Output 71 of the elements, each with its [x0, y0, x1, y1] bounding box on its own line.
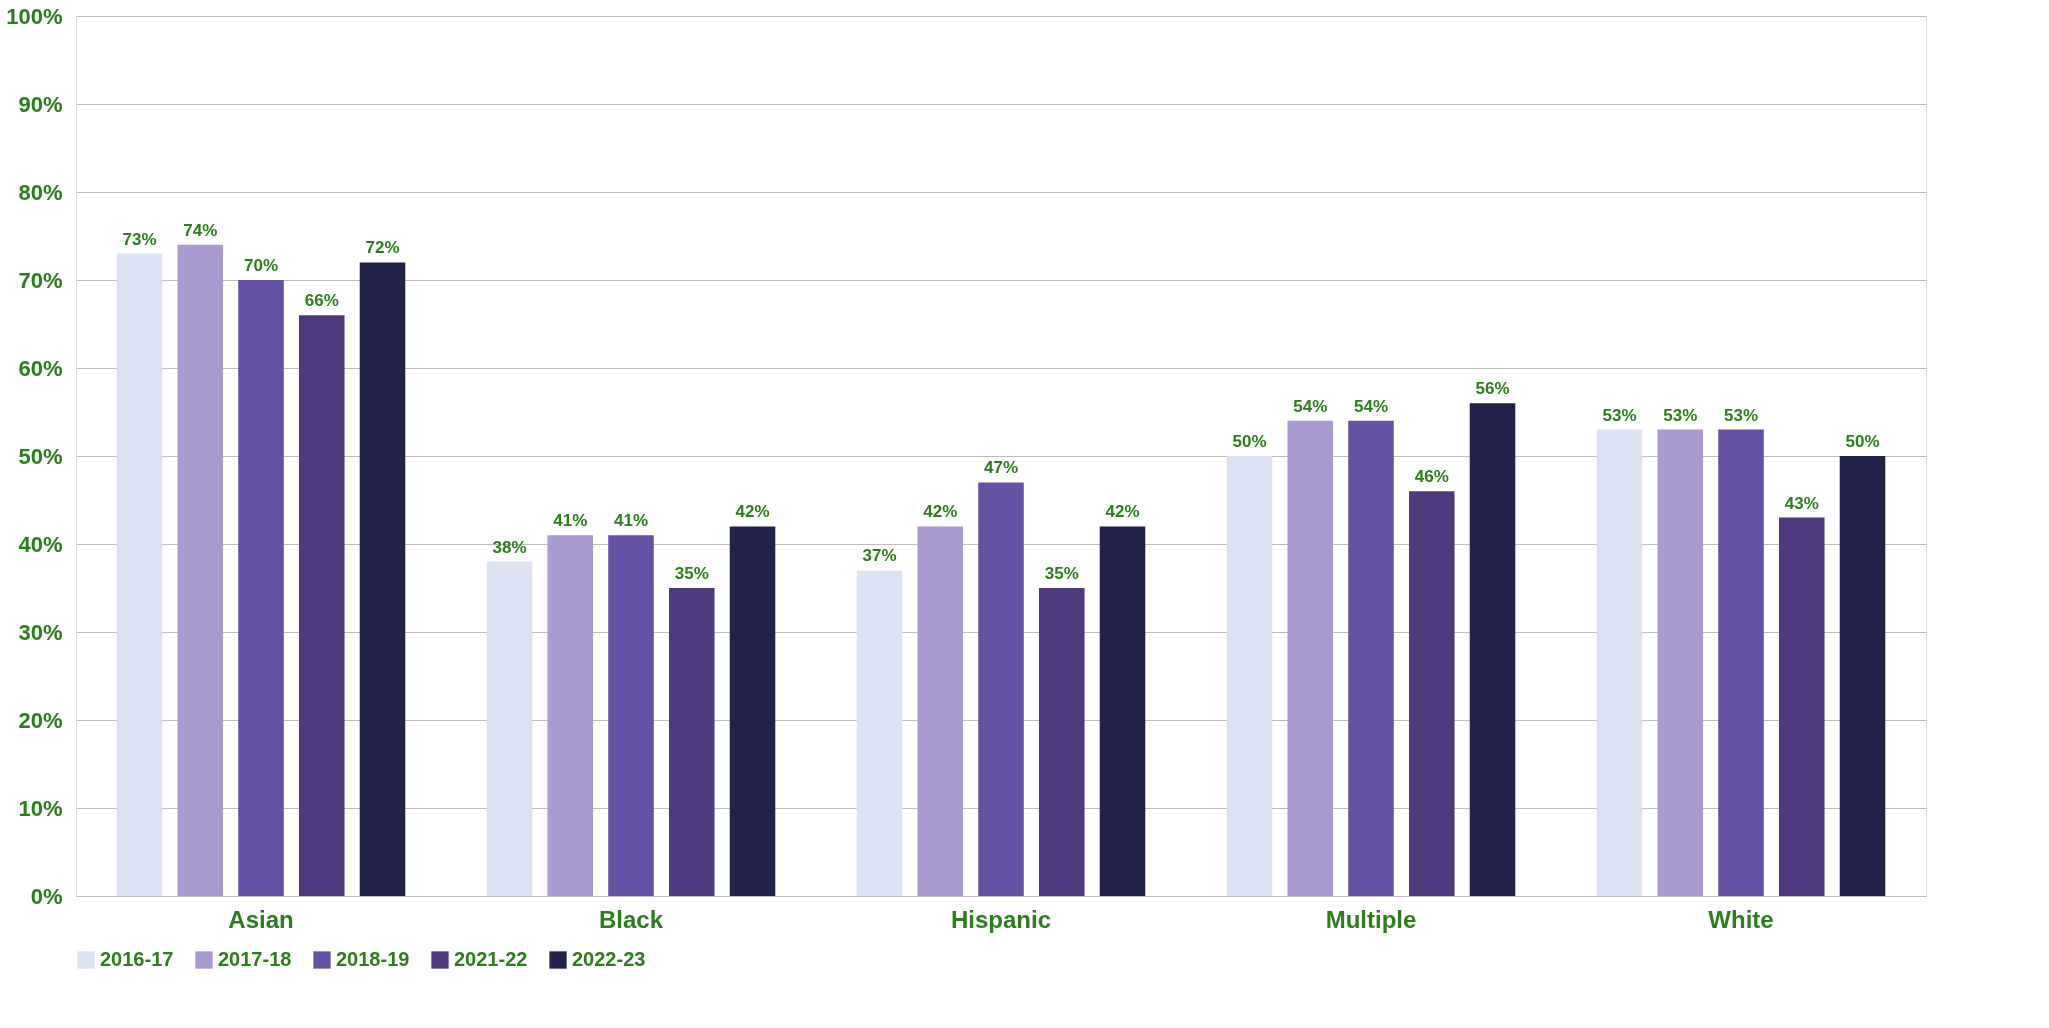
- y-tick-label: 60%: [18, 355, 63, 381]
- bar: [978, 482, 1024, 896]
- bar: [1038, 588, 1085, 896]
- data-label: 46%: [1414, 467, 1449, 487]
- data-label: 72%: [365, 238, 400, 258]
- bar: [1099, 526, 1146, 896]
- data-label: 53%: [1723, 405, 1759, 425]
- data-label: 37%: [862, 546, 897, 566]
- data-label: 42%: [923, 502, 958, 522]
- data-label: 41%: [613, 511, 649, 531]
- bar: [1596, 429, 1643, 896]
- y-tick-label: 0%: [30, 883, 63, 909]
- data-label: 41%: [553, 511, 588, 531]
- legend-label: 2016-17: [100, 948, 174, 970]
- data-label: 56%: [1475, 379, 1510, 399]
- bar: [1657, 429, 1704, 896]
- data-label: 42%: [1105, 502, 1140, 522]
- bar: [668, 588, 715, 896]
- x-tick-label: White: [1708, 905, 1774, 933]
- bar: [486, 561, 533, 896]
- y-tick-label: 50%: [18, 443, 63, 469]
- bar: [1408, 491, 1455, 896]
- legend-label: 2022-23: [572, 948, 646, 970]
- data-label: 54%: [1293, 396, 1328, 416]
- bar: [1778, 517, 1825, 896]
- bar: [1348, 420, 1394, 896]
- data-label: 43%: [1784, 493, 1819, 513]
- x-tick-label: Multiple: [1325, 905, 1417, 933]
- bar: [298, 315, 345, 896]
- data-label: 47%: [983, 458, 1019, 478]
- y-tick-label: 10%: [18, 795, 63, 821]
- bar: [729, 526, 776, 896]
- x-tick-label: Black: [598, 905, 664, 933]
- data-label: 53%: [1602, 405, 1637, 425]
- bar: [177, 244, 224, 896]
- legend-label: 2021-22: [454, 948, 528, 970]
- legend-label: 2017-18: [218, 948, 292, 970]
- data-label: 73%: [122, 229, 157, 249]
- bar: [547, 535, 594, 896]
- y-tick-label: 40%: [18, 531, 63, 557]
- bar: [856, 570, 903, 896]
- bar: [1718, 429, 1764, 896]
- data-label: 53%: [1663, 405, 1698, 425]
- x-tick-label: Asian: [228, 905, 294, 933]
- bar: [1226, 456, 1273, 896]
- bar: [116, 253, 163, 896]
- data-label: 74%: [183, 220, 218, 240]
- legend-label: 2018-19: [336, 948, 410, 970]
- data-label: 50%: [1845, 432, 1880, 451]
- data-label: 70%: [243, 256, 279, 275]
- y-tick-label: 30%: [18, 619, 63, 645]
- x-tick-label: Hispanic: [950, 905, 1052, 933]
- bar: [1469, 403, 1516, 896]
- y-tick-label: 20%: [18, 707, 63, 733]
- bar: [359, 262, 406, 896]
- bar: [1287, 420, 1334, 896]
- data-label: 54%: [1353, 396, 1389, 416]
- data-label: 38%: [492, 537, 527, 557]
- bar: [238, 280, 284, 896]
- y-tick-label: 100%: [6, 3, 63, 29]
- y-tick-label: 90%: [18, 91, 63, 117]
- bar: [1839, 456, 1886, 896]
- data-label: 66%: [304, 291, 339, 311]
- bar: [608, 535, 654, 896]
- y-tick-label: 80%: [18, 179, 63, 205]
- data-label: 50%: [1232, 432, 1267, 451]
- y-tick-label: 70%: [18, 267, 63, 293]
- data-label: 42%: [735, 502, 770, 522]
- bar: [917, 526, 964, 896]
- data-label: 35%: [1044, 564, 1079, 583]
- data-label: 35%: [674, 564, 709, 583]
